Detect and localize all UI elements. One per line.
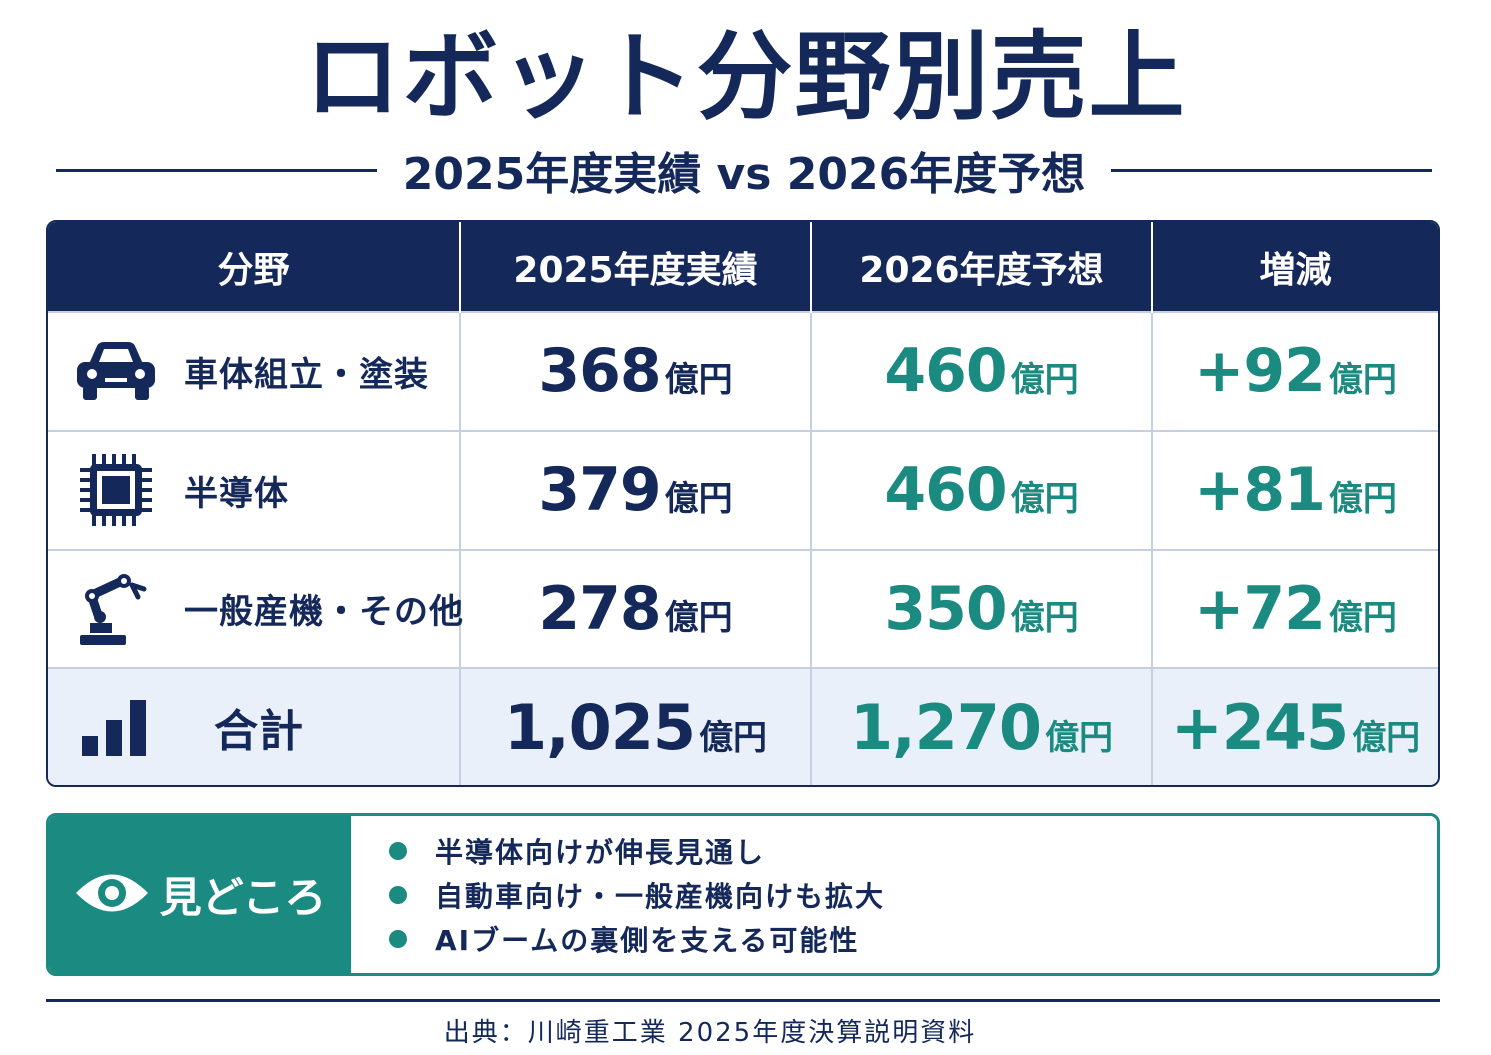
fy2026-value: 460 xyxy=(884,336,1007,407)
page-title: ロボット分野別売上 xyxy=(304,21,1187,133)
subtitle: 2025年度実績 vs 2026年度予想 xyxy=(402,149,1086,200)
change-value: +81 xyxy=(1194,455,1326,526)
bullet-icon xyxy=(389,929,407,948)
highlights-box: 見どころ 半導体向けが伸長見通し 自動車向け・一般産機向けも拡大 AIブームの裏… xyxy=(46,813,1440,976)
unit-label: 億円 xyxy=(699,717,768,758)
fy2026-cell: 1,270 億円 xyxy=(811,667,1153,785)
fy2025-value: 278 xyxy=(538,573,661,644)
change-value: +92 xyxy=(1194,336,1326,407)
car-icon xyxy=(74,336,158,406)
list-item: AIブームの裏側を支える可能性 xyxy=(389,917,1437,961)
fy2026-value: 350 xyxy=(884,573,1007,644)
change-cell: +72 億円 xyxy=(1152,548,1438,669)
eye-icon xyxy=(74,868,150,922)
list-item: 半導体向けが伸長見通し xyxy=(389,829,1437,873)
unit-label: 億円 xyxy=(1010,360,1079,401)
bullet-icon xyxy=(389,885,407,904)
unit-label: 億円 xyxy=(1328,479,1397,520)
change-value: +72 xyxy=(1194,573,1326,644)
unit-label: 億円 xyxy=(1045,717,1114,758)
highlight-text: AIブームの裏側を支える可能性 xyxy=(435,923,860,957)
header-category: 分野 xyxy=(48,222,461,312)
fy2026-cell: 460 億円 xyxy=(811,429,1153,550)
highlight-text: 半導体向けが伸長見通し xyxy=(435,835,766,869)
fy2025-cell: 278 億円 xyxy=(460,548,812,669)
fy2025-value: 379 xyxy=(538,455,661,526)
unit-label: 億円 xyxy=(664,360,733,401)
category-cell: 合計 xyxy=(48,667,461,785)
table-total-row: 合計 1,025 億円 1,270 億円 +245 億円 xyxy=(48,667,1438,785)
unit-label: 億円 xyxy=(1328,360,1397,401)
category-label: 一般産機・その他 xyxy=(184,592,464,633)
unit-label: 億円 xyxy=(1010,479,1079,520)
table-header-row: 分野 2025年度実績 2026年度予想 増減 xyxy=(48,222,1438,312)
change-cell: +92 億円 xyxy=(1152,311,1438,431)
sales-table: 分野 2025年度実績 2026年度予想 増減 xyxy=(46,220,1440,787)
table-row: 車体組立・塗装 368 億円 460 億円 +92 億円 xyxy=(48,311,1438,431)
table-row: 半導体 379 億円 460 億円 +81 億円 xyxy=(48,429,1438,550)
category-label: 半導体 xyxy=(184,473,289,514)
category-label: 車体組立・塗装 xyxy=(184,354,429,395)
subtitle-rule-right xyxy=(1111,168,1432,172)
unit-label: 億円 xyxy=(1352,717,1421,758)
change-cell: +245 億円 xyxy=(1152,667,1438,785)
unit-label: 億円 xyxy=(664,597,733,638)
change-cell: +81 億円 xyxy=(1152,429,1438,550)
robot-arm-icon xyxy=(74,573,158,645)
chip-icon xyxy=(74,454,158,527)
subtitle-row: 2025年度実績 vs 2026年度予想 xyxy=(56,140,1432,200)
fy2025-cell: 368 億円 xyxy=(460,311,812,431)
fy2025-total-value: 1,025 xyxy=(503,690,696,764)
fy2026-total-value: 1,270 xyxy=(849,690,1042,764)
bullet-icon xyxy=(389,841,407,860)
category-cell: 一般産機・その他 xyxy=(48,548,463,669)
fy2026-cell: 350 億円 xyxy=(811,548,1153,669)
fy2026-cell: 460 億円 xyxy=(811,311,1153,431)
unit-label: 億円 xyxy=(1328,597,1397,638)
fy2025-cell: 1,025 億円 xyxy=(460,667,812,785)
change-total-value: +245 xyxy=(1170,690,1349,764)
highlights-list: 半導体向けが伸長見通し 自動車向け・一般産機向けも拡大 AIブームの裏側を支える… xyxy=(351,816,1437,973)
category-cell: 車体組立・塗装 xyxy=(48,311,461,431)
table-row: 一般産機・その他 278 億円 350 億円 +72 億円 xyxy=(48,548,1438,669)
header-fy2025: 2025年度実績 xyxy=(460,222,812,312)
source-note: 出典：川崎重工業 2025年度決算説明資料 xyxy=(443,1018,977,1048)
bar-chart-icon xyxy=(74,692,158,762)
footer-divider xyxy=(46,999,1440,1002)
header-fy2026: 2026年度予想 xyxy=(811,222,1153,312)
list-item: 自動車向け・一般産機向けも拡大 xyxy=(389,873,1437,917)
header-change: 増減 xyxy=(1152,222,1438,312)
highlights-title: 見どころ xyxy=(159,873,327,922)
category-cell: 半導体 xyxy=(48,429,461,550)
subtitle-rule-left xyxy=(56,168,377,172)
unit-label: 億円 xyxy=(1010,597,1079,638)
highlight-text: 自動車向け・一般産機向けも拡大 xyxy=(435,879,886,913)
total-label: 合計 xyxy=(214,706,304,758)
fy2025-cell: 379 億円 xyxy=(460,429,812,550)
highlights-header: 見どころ xyxy=(49,816,351,973)
fy2025-value: 368 xyxy=(538,336,661,407)
fy2026-value: 460 xyxy=(884,455,1007,526)
unit-label: 億円 xyxy=(664,479,733,520)
